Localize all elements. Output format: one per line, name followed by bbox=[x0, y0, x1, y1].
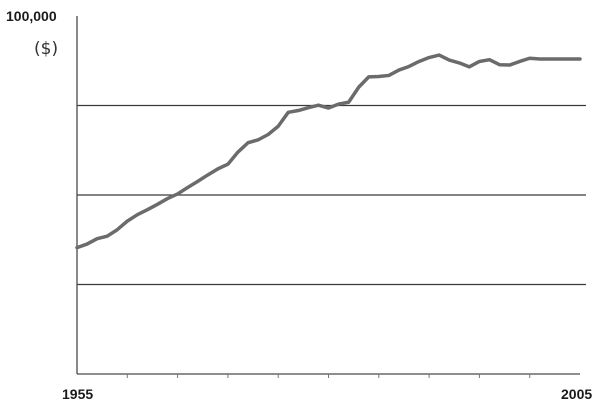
y-unit-label: ($) bbox=[34, 39, 58, 59]
x-tick-label-start: 1955 bbox=[62, 386, 93, 402]
series-line-0 bbox=[75, 53, 582, 250]
gridlines bbox=[77, 104, 586, 286]
x-minor-ticks bbox=[126, 374, 531, 378]
y-top-tick-label: 100,000 bbox=[6, 8, 57, 24]
x-tick-label-end: 2005 bbox=[561, 386, 592, 402]
series bbox=[75, 53, 582, 250]
